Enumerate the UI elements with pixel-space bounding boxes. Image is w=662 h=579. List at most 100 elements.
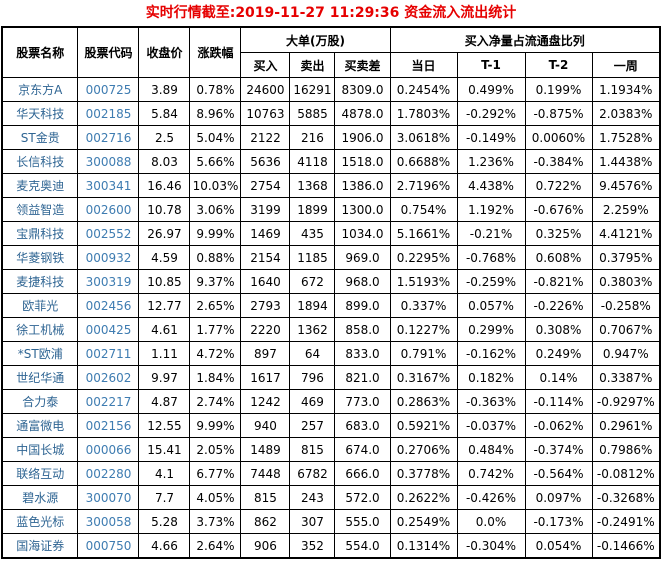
cell-t1: -0.292%: [456, 101, 526, 126]
cell-day: 0.1314%: [389, 533, 458, 559]
cell-stock-name: 京东方A: [1, 77, 79, 102]
cell-day: 0.337%: [389, 293, 458, 318]
header-stock-name: 股票名称: [1, 26, 79, 78]
cell-t2: -0.384%: [524, 149, 593, 174]
cell-week: -0.3268%: [591, 485, 661, 510]
table-row: 欧菲光 002456 12.77 2.65% 2793 1894 899.0 0…: [1, 293, 661, 318]
cell-sell: 4118: [289, 149, 336, 174]
cell-stock-name: 合力泰: [1, 389, 79, 414]
cell-t1: 0.057%: [456, 293, 526, 318]
cell-sell: 1894: [289, 293, 336, 318]
cell-buy-sell-diff: 1034.0: [334, 221, 391, 246]
table-row: 碧水源 300070 7.7 4.05% 815 243 572.0 0.262…: [1, 485, 661, 510]
cell-buy: 10763: [240, 101, 291, 126]
cell-t2: 0.054%: [524, 533, 593, 559]
cell-day: 0.2706%: [389, 437, 458, 462]
table-row: ST金贵 002716 2.5 5.04% 2122 216 1906.0 3.…: [1, 125, 661, 150]
cell-week: 1.7528%: [591, 125, 661, 150]
cell-change-percent: 5.66%: [189, 149, 242, 174]
cell-close-price: 7.7: [138, 485, 191, 510]
table-row: 合力泰 002217 4.87 2.74% 1242 469 773.0 0.2…: [1, 389, 661, 414]
cell-change-percent: 2.64%: [189, 533, 242, 559]
cell-week: 2.0383%: [591, 101, 661, 126]
cell-t1: 4.438%: [456, 173, 526, 198]
cell-t1: 0.484%: [456, 437, 526, 462]
cell-t1: -0.426%: [456, 485, 526, 510]
table-row: 联络互动 002280 4.1 6.77% 7448 6782 666.0 0.…: [1, 461, 661, 486]
cell-day: 0.6688%: [389, 149, 458, 174]
header-net-buy-ratio-group: 买入净量占流通盘比列: [389, 26, 661, 53]
cell-change-percent: 0.78%: [189, 77, 242, 102]
cell-sell: 796: [289, 365, 336, 390]
cell-week: 0.3387%: [591, 365, 661, 390]
cell-day: 1.5193%: [389, 269, 458, 294]
cell-change-percent: 1.84%: [189, 365, 242, 390]
cell-buy-sell-diff: 1300.0: [334, 197, 391, 222]
cell-week: 1.1934%: [591, 77, 661, 102]
cell-t1: 0.0%: [456, 509, 526, 534]
cell-buy-sell-diff: 1906.0: [334, 125, 391, 150]
cell-stock-name: 领益智造: [1, 197, 79, 222]
cell-t2: 0.249%: [524, 341, 593, 366]
cell-day: 0.754%: [389, 197, 458, 222]
cell-stock-code: 002456: [77, 293, 140, 318]
table-row: 国海证券 000750 4.66 2.64% 906 352 554.0 0.1…: [1, 533, 661, 559]
cell-week: 2.259%: [591, 197, 661, 222]
cell-buy: 7448: [240, 461, 291, 486]
cell-stock-code: 000066: [77, 437, 140, 462]
cell-close-price: 9.97: [138, 365, 191, 390]
cell-stock-code: 002602: [77, 365, 140, 390]
cell-day: 0.2549%: [389, 509, 458, 534]
cell-day: 0.791%: [389, 341, 458, 366]
cell-sell: 352: [289, 533, 336, 559]
cell-t2: 0.097%: [524, 485, 593, 510]
table-row: 蓝色光标 300058 5.28 3.73% 862 307 555.0 0.2…: [1, 509, 661, 534]
cell-t1: -0.149%: [456, 125, 526, 150]
cell-sell: 243: [289, 485, 336, 510]
cell-stock-name: 国海证券: [1, 533, 79, 559]
cell-close-price: 3.89: [138, 77, 191, 102]
cell-t2: -0.821%: [524, 269, 593, 294]
cell-t1: -0.363%: [456, 389, 526, 414]
cell-week: -0.2491%: [591, 509, 661, 534]
cell-t2: -0.114%: [524, 389, 593, 414]
cell-sell: 469: [289, 389, 336, 414]
cell-buy-sell-diff: 1386.0: [334, 173, 391, 198]
cell-stock-name: ST金贵: [1, 125, 79, 150]
cell-buy-sell-diff: 1518.0: [334, 149, 391, 174]
cell-stock-code: 002711: [77, 341, 140, 366]
header-t2: T-2: [524, 52, 593, 78]
cell-stock-name: 联络互动: [1, 461, 79, 486]
cell-sell: 16291: [289, 77, 336, 102]
cell-change-percent: 9.37%: [189, 269, 242, 294]
cell-t2: -0.676%: [524, 197, 593, 222]
cell-week: 4.4121%: [591, 221, 661, 246]
cell-day: 0.5921%: [389, 413, 458, 438]
cell-close-price: 5.28: [138, 509, 191, 534]
cell-change-percent: 2.65%: [189, 293, 242, 318]
cell-t1: -0.259%: [456, 269, 526, 294]
cell-week: -0.9297%: [591, 389, 661, 414]
cell-stock-code: 002156: [77, 413, 140, 438]
cell-stock-code: 000725: [77, 77, 140, 102]
table-row: 华天科技 002185 5.84 8.96% 10763 5885 4878.0…: [1, 101, 661, 126]
cell-change-percent: 0.88%: [189, 245, 242, 270]
table-row: 领益智造 002600 10.78 3.06% 3199 1899 1300.0…: [1, 197, 661, 222]
cell-t1: -0.21%: [456, 221, 526, 246]
cell-buy: 2754: [240, 173, 291, 198]
cell-stock-name: 华天科技: [1, 101, 79, 126]
cell-change-percent: 4.05%: [189, 485, 242, 510]
cell-close-price: 4.1: [138, 461, 191, 486]
cell-stock-code: 000932: [77, 245, 140, 270]
cell-stock-name: 麦捷科技: [1, 269, 79, 294]
cell-close-price: 10.85: [138, 269, 191, 294]
cell-close-price: 5.84: [138, 101, 191, 126]
cell-close-price: 4.59: [138, 245, 191, 270]
header-week: 一周: [591, 52, 661, 78]
cell-stock-code: 300319: [77, 269, 140, 294]
cell-buy: 2793: [240, 293, 291, 318]
cell-stock-name: 通富微电: [1, 413, 79, 438]
cell-sell: 1185: [289, 245, 336, 270]
header-row-groups: 股票名称 股票代码 收盘价 涨跌幅 大单(万股) 买入净量占流通盘比列: [1, 26, 661, 78]
table-row: 徐工机械 000425 4.61 1.77% 2220 1362 858.0 0…: [1, 317, 661, 342]
